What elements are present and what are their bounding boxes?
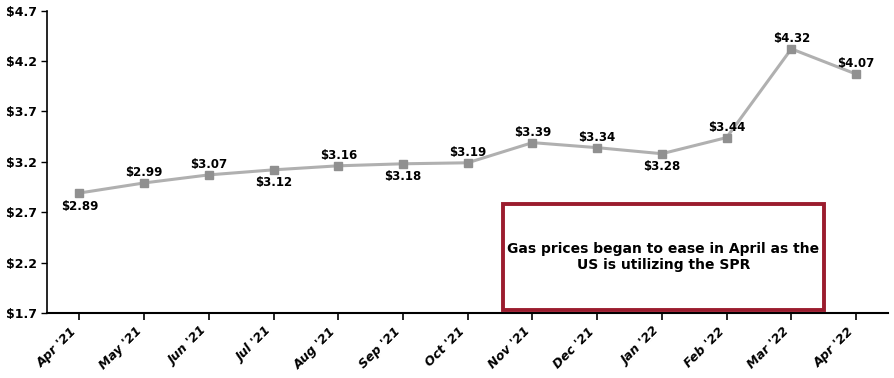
Text: $2.89: $2.89: [61, 200, 98, 213]
Text: $4.32: $4.32: [772, 32, 810, 45]
Text: $3.07: $3.07: [190, 158, 227, 171]
Bar: [503, 204, 823, 310]
Text: $3.39: $3.39: [514, 126, 551, 139]
Text: $3.16: $3.16: [320, 149, 357, 162]
Text: $3.19: $3.19: [449, 146, 486, 159]
Text: $2.99: $2.99: [125, 166, 163, 180]
Text: $3.18: $3.18: [384, 170, 422, 183]
Text: $3.44: $3.44: [708, 121, 746, 134]
Text: $3.12: $3.12: [255, 177, 292, 189]
Text: $3.34: $3.34: [578, 131, 616, 144]
Text: $3.28: $3.28: [644, 160, 680, 174]
Text: $4.07: $4.07: [838, 57, 874, 70]
Text: Gas prices began to ease in April as the
US is utilizing the SPR: Gas prices began to ease in April as the…: [508, 242, 820, 272]
